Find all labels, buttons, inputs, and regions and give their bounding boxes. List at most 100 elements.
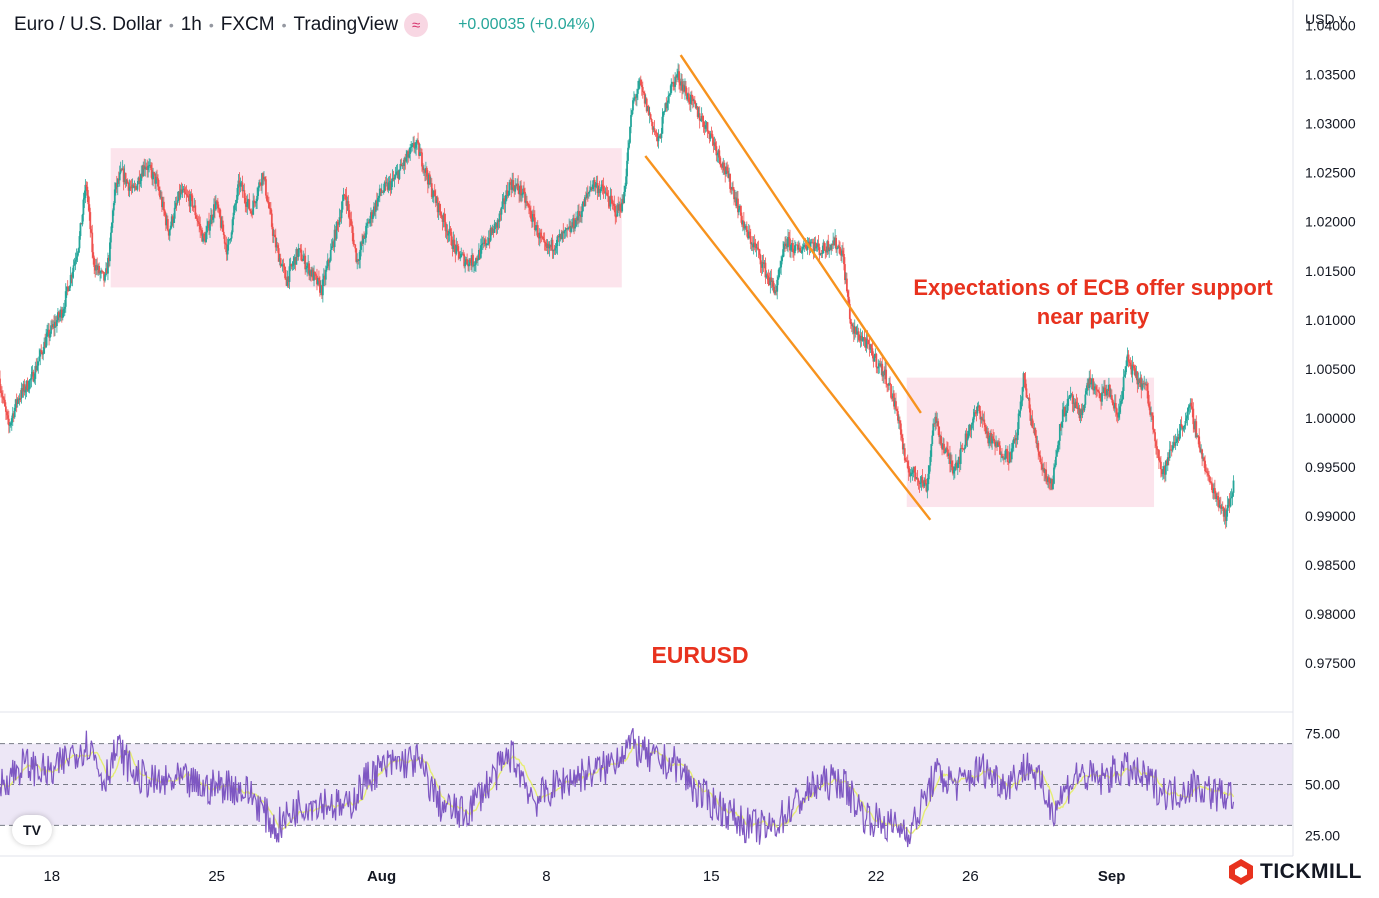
rsi-tick-label: 50.00 xyxy=(1305,777,1340,793)
channel-line[interactable] xyxy=(644,155,932,521)
candle-body xyxy=(292,261,295,266)
candle-body xyxy=(170,216,173,226)
candle-body xyxy=(1216,496,1219,500)
candle-body xyxy=(223,235,226,244)
candle-body xyxy=(873,357,876,362)
candle-body xyxy=(1196,435,1199,438)
candle-body xyxy=(754,243,757,249)
candle-body xyxy=(156,176,158,179)
candle-body xyxy=(1084,394,1087,405)
candle-body xyxy=(9,422,12,426)
candle-body xyxy=(597,188,600,194)
candle-body xyxy=(688,101,691,104)
candle-body xyxy=(1081,408,1084,416)
candle-body xyxy=(177,191,180,201)
candle-body xyxy=(694,103,697,109)
candle-body xyxy=(771,280,774,282)
candle-body xyxy=(52,324,54,328)
candle-body xyxy=(655,132,658,134)
candle-body xyxy=(1175,438,1178,442)
candle-body xyxy=(849,319,852,325)
candle-body xyxy=(1065,410,1068,413)
candle-body xyxy=(1068,394,1071,399)
candle-body xyxy=(214,201,217,210)
candle-body xyxy=(635,93,638,98)
candle-body xyxy=(204,238,206,243)
candle-body xyxy=(813,242,816,251)
candle-body xyxy=(637,80,640,90)
candle-body xyxy=(863,337,866,342)
candle-body xyxy=(270,213,273,227)
candle-body xyxy=(811,242,814,244)
candle-body xyxy=(638,79,641,81)
candle-body xyxy=(21,388,24,392)
candle-body xyxy=(152,171,154,180)
candle-body xyxy=(1228,499,1231,507)
candle-body xyxy=(1124,366,1127,375)
candle-body xyxy=(919,482,922,485)
currency-dropdown[interactable]: USD ˅ xyxy=(1305,11,1347,27)
candle-body xyxy=(704,125,707,129)
candle-body xyxy=(55,321,57,327)
candle-body xyxy=(954,462,957,467)
candle-body xyxy=(833,240,836,246)
candle-body xyxy=(911,470,914,473)
candle-body xyxy=(472,255,474,266)
candle-body xyxy=(457,246,460,252)
candle-body xyxy=(677,71,679,74)
candle-body xyxy=(689,94,692,104)
candle-body xyxy=(386,182,389,190)
price-axis: 1.04000 1.03500 1.03000 1.02500 1.02000 1.015… xyxy=(1305,18,1356,671)
candle-body xyxy=(233,204,236,213)
interval-label[interactable]: 1h xyxy=(180,14,202,35)
candle-body xyxy=(185,193,188,195)
candle-body xyxy=(1052,483,1054,490)
candle-body xyxy=(663,111,666,113)
candle-body xyxy=(631,110,633,116)
candle-body xyxy=(905,460,908,462)
candle-body xyxy=(283,266,286,271)
candle-body xyxy=(397,171,400,179)
candle-body xyxy=(65,286,68,292)
range-box[interactable] xyxy=(110,148,622,288)
candle-body xyxy=(257,187,259,196)
candle-body xyxy=(748,231,751,236)
candle-body xyxy=(229,238,232,240)
candle-body xyxy=(42,353,45,355)
candle-body xyxy=(403,158,406,167)
candle-body xyxy=(400,164,403,167)
candle-body xyxy=(107,257,109,274)
candle-body xyxy=(749,235,752,244)
candle-body xyxy=(992,436,995,439)
chevron-down-icon: ˅ xyxy=(1334,11,1347,27)
candle-body xyxy=(858,339,861,341)
candle-body xyxy=(347,201,350,211)
symbol-name[interactable]: Euro / U.S. Dollar xyxy=(14,14,162,35)
candle-body xyxy=(987,431,990,444)
candle-body xyxy=(543,240,546,243)
candle-body xyxy=(808,241,811,248)
candle-body xyxy=(607,196,610,202)
candle-body xyxy=(1145,383,1148,385)
candle-body xyxy=(1194,421,1197,430)
channel-line[interactable] xyxy=(679,54,922,414)
candle-body xyxy=(350,219,353,226)
candle-body xyxy=(979,411,982,420)
candle-body xyxy=(787,236,789,248)
candle-body xyxy=(525,201,527,203)
candle-body xyxy=(316,275,318,285)
candle-body xyxy=(908,472,911,477)
candle-body xyxy=(41,352,44,355)
candle-body xyxy=(495,222,498,228)
candle-body xyxy=(534,227,537,231)
candle-body xyxy=(867,340,870,345)
tradingview-logo[interactable]: TV xyxy=(12,815,52,845)
candle-body xyxy=(740,215,743,225)
wave-icon[interactable]: ≈ xyxy=(404,13,429,37)
candle-body xyxy=(965,433,968,441)
candle-body xyxy=(1134,368,1137,377)
candle-body xyxy=(910,472,913,474)
candle-body xyxy=(124,172,127,184)
candle-body xyxy=(937,421,940,427)
